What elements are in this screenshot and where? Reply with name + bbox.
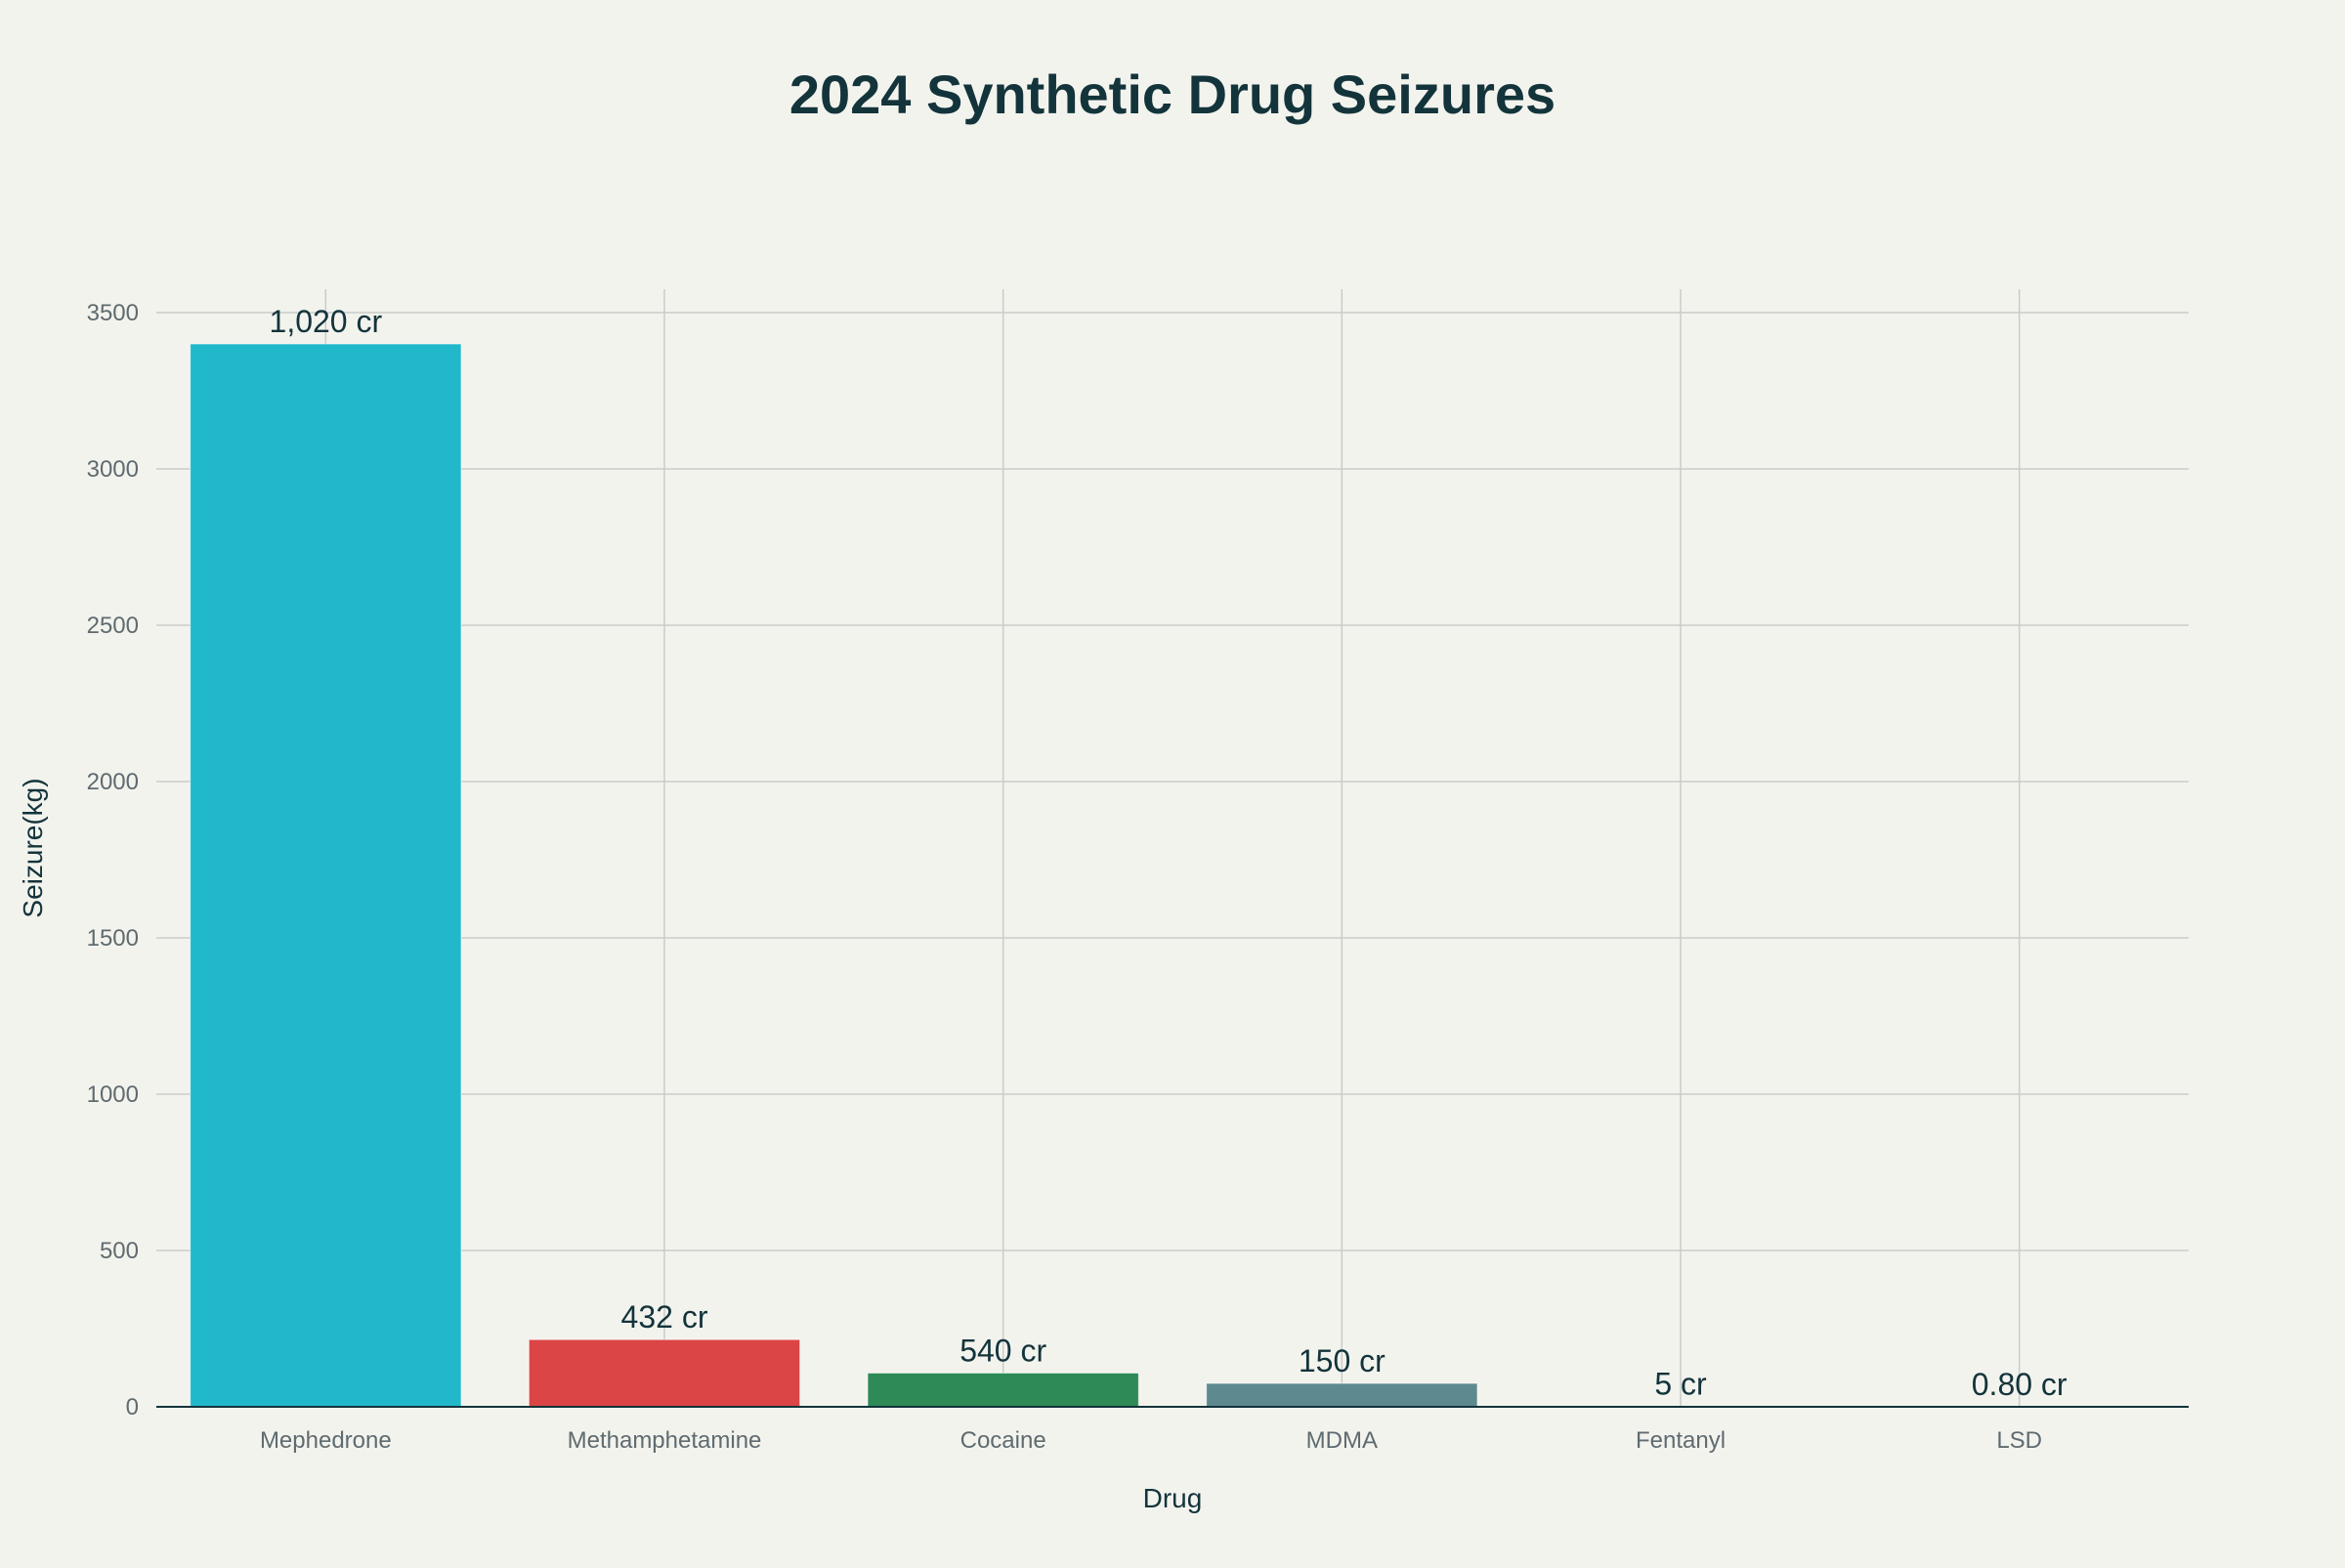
y-tick-label: 1000 [87, 1081, 139, 1108]
data-label: 1,020 cr [270, 304, 383, 339]
data-label: 5 cr [1654, 1367, 1707, 1402]
x-tick-label: Mephedrone [260, 1427, 392, 1454]
data-label: 540 cr [959, 1333, 1046, 1368]
x-tick-label: Cocaine [960, 1427, 1046, 1454]
y-tick-label: 500 [100, 1238, 139, 1264]
x-tick-label: MDMA [1306, 1427, 1378, 1454]
y-tick-label: 2000 [87, 769, 139, 795]
chart-title: 2024 Synthetic Drug Seizures [789, 64, 1556, 125]
bar-cocaine [868, 1373, 1138, 1407]
bar-mephedrone [191, 344, 461, 1407]
y-axis-title: Seizure(kg) [18, 778, 48, 917]
y-tick-label: 1500 [87, 925, 139, 952]
x-tick-label: Methamphetamine [568, 1427, 762, 1454]
y-tick-label: 2500 [87, 613, 139, 639]
y-tick-label: 3000 [87, 456, 139, 483]
x-axis-title: Drug [1143, 1483, 1203, 1513]
bar-mdma [1207, 1383, 1477, 1407]
data-label: 0.80 cr [1972, 1367, 2068, 1402]
data-label: 150 cr [1299, 1343, 1386, 1378]
bar-methamphetamine [529, 1339, 799, 1407]
x-tick-label: Fentanyl [1636, 1427, 1726, 1454]
y-tick-label: 3500 [87, 300, 139, 326]
x-tick-label: LSD [1996, 1427, 2042, 1454]
y-tick-label: 0 [126, 1394, 139, 1420]
data-label: 432 cr [621, 1299, 708, 1335]
bars [191, 344, 2155, 1407]
